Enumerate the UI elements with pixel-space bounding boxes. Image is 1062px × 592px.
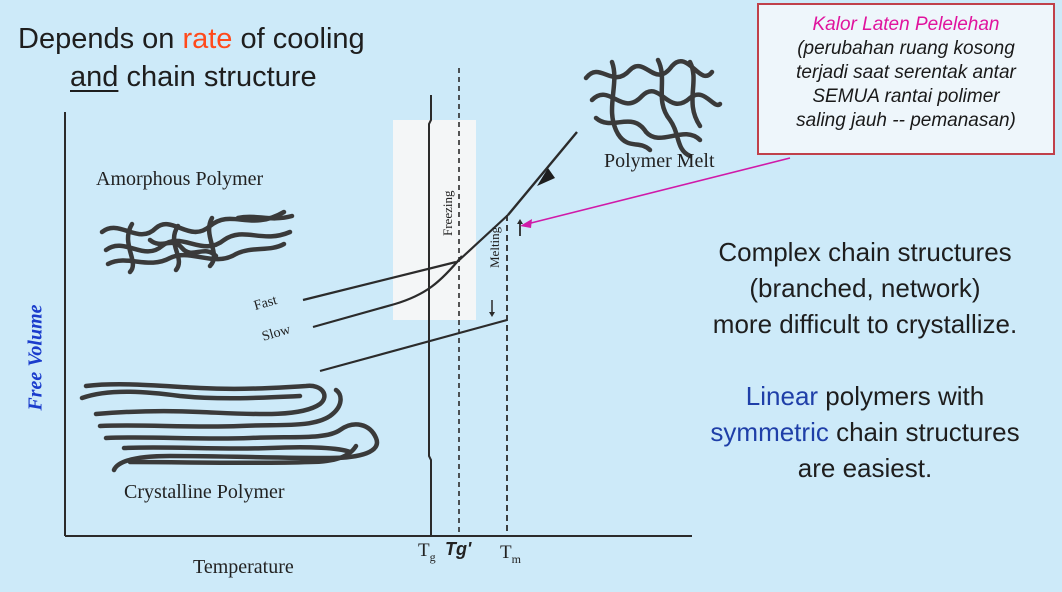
callout-line: saling jauh -- pemanasan)	[796, 110, 1016, 131]
y-axis-label: Free Volume	[24, 304, 47, 411]
callout-title: Kalor Laten Pelelehan	[812, 14, 1000, 35]
linear-line-1-text: polymers with	[818, 381, 985, 411]
callout-line: terjadi saat serentak antar	[796, 62, 1016, 83]
linear-line-2-text: chain structures	[828, 417, 1020, 447]
tg-line	[428, 95, 432, 536]
title-highlight-rate: rate	[182, 23, 233, 55]
cooling-arrow-head	[537, 168, 555, 186]
tm-label-sub: m	[511, 551, 521, 566]
freezing-label: Freezing	[440, 190, 455, 236]
tm-label: Tm	[500, 542, 521, 567]
crystalline-polymer-chains	[79, 382, 380, 473]
linear-line-3: are easiest.	[797, 453, 933, 483]
fast-cooling-line	[302, 260, 457, 302]
liquid-line	[455, 214, 509, 264]
linear-line-2: symmetric chain structures	[672, 414, 1058, 450]
slow-cooling-line	[312, 255, 463, 329]
tg-label-text: T	[418, 540, 430, 561]
slide-title: Depends on rate of cooling and chain str…	[18, 20, 365, 96]
melting-label: Melting	[487, 226, 502, 268]
tm-label-text: T	[500, 542, 512, 563]
callout-line: SEMUA rantai polimer	[812, 86, 1000, 107]
melt-line	[507, 131, 578, 216]
tg-label: Tg	[418, 540, 436, 565]
title-underlined-and: and	[70, 61, 119, 93]
linear-highlight: Linear	[745, 381, 819, 411]
symmetric-highlight: symmetric	[710, 417, 829, 447]
amorphous-polymer-chains	[99, 209, 295, 275]
crystalline-line	[319, 318, 508, 373]
title-text: chain structure	[118, 61, 317, 93]
polymer-melt-label: Polymer Melt	[604, 150, 715, 172]
callout-line: (perubahan ruang kosong	[797, 38, 1015, 59]
glass-transition-region	[393, 120, 476, 320]
crystalline-polymer-label: Crystalline Polymer	[124, 481, 285, 503]
title-text: Depends on	[18, 23, 183, 55]
title-line-2: and chain structure	[18, 58, 365, 96]
tg-prime-label: Tg'	[445, 539, 472, 559]
polymer-melt-chains	[583, 57, 723, 159]
x-axis-label: Temperature	[193, 556, 294, 578]
tg-label-sub: g	[429, 549, 436, 564]
complex-chain-line: (branched, network)	[749, 273, 981, 303]
melting-down-arrow-head	[489, 312, 495, 317]
melting-up-arrow-head	[517, 219, 523, 224]
complex-chain-text: Complex chain structures (branched, netw…	[672, 234, 1058, 342]
linear-line-1: Linear polymers with	[672, 378, 1058, 414]
linear-polymers-text: Linear polymers with symmetric chain str…	[672, 378, 1058, 486]
title-line-1: Depends on rate of cooling	[18, 20, 365, 58]
latent-heat-callout: Kalor Laten Pelelehan (perubahan ruang k…	[757, 3, 1055, 155]
title-text: of cooling	[232, 23, 365, 55]
callout-pointer-line	[526, 157, 791, 225]
amorphous-polymer-label: Amorphous Polymer	[96, 168, 264, 190]
callout-pointer-arrow-head	[520, 219, 532, 228]
complex-chain-line: more difficult to crystallize.	[712, 309, 1018, 339]
complex-chain-line: Complex chain structures	[718, 237, 1012, 267]
